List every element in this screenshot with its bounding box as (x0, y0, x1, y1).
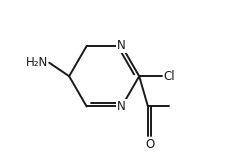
Text: N: N (117, 100, 126, 113)
Text: O: O (145, 138, 154, 150)
Text: Cl: Cl (163, 70, 175, 83)
Text: N: N (117, 40, 126, 52)
Text: H₂N: H₂N (26, 56, 48, 69)
